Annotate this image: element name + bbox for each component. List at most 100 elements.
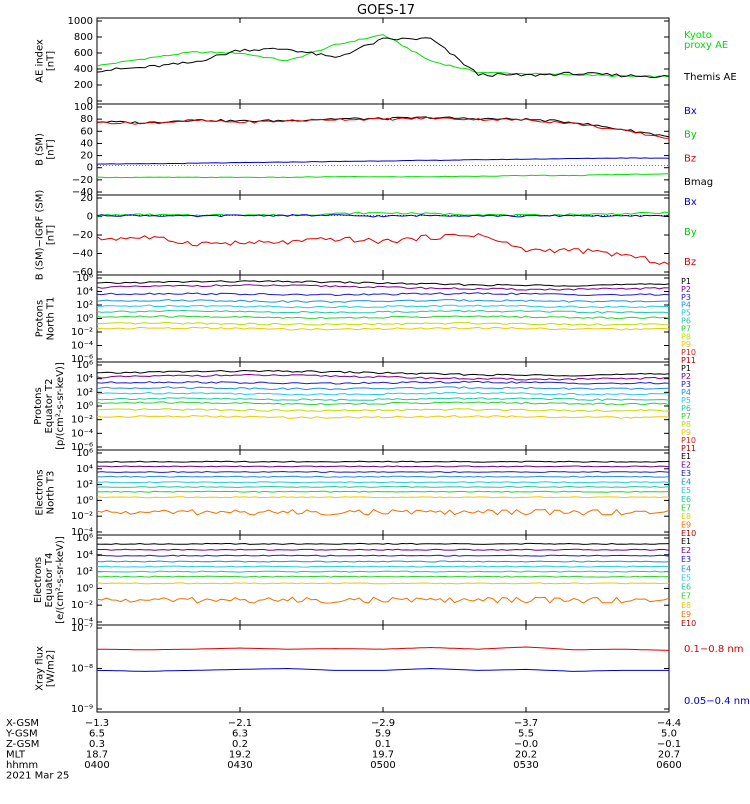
legend-entry: E3 (681, 555, 691, 564)
legend-entry: 0.05−0.4 nm (684, 696, 750, 707)
x-axis-value: 0500 (370, 760, 395, 771)
y-tick-label: −20 (72, 230, 93, 241)
x-axis-date: 2021 Mar 25 (6, 771, 69, 782)
y-tick-label: −40 (72, 187, 93, 198)
y-tick-label: 10² (76, 567, 93, 578)
legend-entry: 0.1−0.8 nm (684, 644, 743, 655)
y-tick-label: 0 (87, 96, 93, 107)
legend-entry: P2 (681, 285, 691, 294)
legend-entry: Bz (684, 153, 696, 164)
legend-entry: E3 (681, 469, 691, 478)
legend-entry: P3 (681, 380, 691, 389)
panel-ylabel: AE index (35, 39, 46, 83)
legend-entry: E2 (681, 546, 691, 555)
legend-entry: E8 (681, 601, 691, 610)
panel-frame (96, 534, 670, 626)
x-axis-value: 5.5 (518, 729, 534, 740)
panel-ylabel: [nT] (46, 225, 57, 245)
panel-en: Electrons North T310⁶10⁴10²10⁰10⁻²10⁻⁴E1E… (35, 448, 697, 538)
series-e5 (97, 565, 670, 568)
y-tick-label: 80 (80, 114, 93, 125)
series-p1 (96, 369, 670, 377)
y-tick-label: 10⁻⁴ (71, 617, 93, 628)
series-p3 (96, 292, 670, 297)
y-tick-label: 10² (76, 480, 93, 491)
legend-entry: E10 (681, 529, 696, 538)
legend-entry: P6 (681, 404, 691, 413)
y-tick-label: −40 (72, 249, 93, 260)
y-tick-label: 10² (76, 387, 93, 398)
legend-entry: P5 (681, 396, 691, 405)
legend-entry: P10 (681, 348, 696, 357)
series-xray-long (97, 646, 670, 651)
series-e9 (96, 596, 670, 604)
x-axis-value: 19.2 (229, 750, 251, 761)
panel-pe: Protons Equator T2 [p/(cm²-s-sr-keV)] 10⁶ 10… (33, 360, 696, 453)
series-bz (96, 233, 670, 266)
panel-bigrf: B (SM)−IGRF (SM) [nT] 20 0 −20 −40 −60 Bx By Bz (35, 190, 697, 281)
series-bx (96, 157, 670, 165)
panel-frame (96, 624, 670, 713)
series-p9 (96, 414, 670, 419)
series-e4 (96, 475, 670, 478)
x-axis-value: −3.7 (514, 718, 538, 729)
y-tick-label: 20 (80, 193, 93, 204)
legend-entry: P10 (681, 436, 696, 445)
y-tick-label: 600 (74, 48, 93, 59)
legend-entry: Kyoto (684, 30, 712, 41)
series-themis-ae (96, 37, 670, 79)
y-tick-label: 10⁻⁷ (71, 623, 93, 634)
panel-ylabel: Equator T4 (44, 553, 55, 608)
series-bz (96, 116, 670, 139)
legend-entry: E5 (681, 486, 691, 495)
panel-ylabel: [W/m2] (46, 650, 57, 687)
y-tick-label: 10⁻⁶ (71, 442, 93, 453)
x-axis-value: −0.1 (657, 739, 681, 750)
y-tick-label: 10⁰ (76, 314, 93, 325)
series-e7 (96, 490, 670, 493)
y-tick-label: 40 (80, 138, 93, 149)
series-e6 (96, 570, 670, 573)
series-e8 (96, 496, 670, 499)
y-tick-label: 200 (74, 80, 93, 91)
legend-entry: P3 (681, 293, 691, 302)
legend-entry: P7 (681, 412, 691, 421)
x-axis-row-label: Y-GSM (5, 729, 38, 740)
series-p4 (96, 386, 670, 391)
series-p2 (96, 373, 669, 381)
x-axis-value: −2.9 (371, 718, 395, 729)
series-e3 (96, 470, 670, 473)
series-e2 (97, 465, 670, 468)
legend-entry: E8 (681, 512, 691, 521)
x-axis-value: 5.9 (375, 729, 391, 740)
legend-entry: Bmag (684, 177, 713, 188)
y-tick-label: −20 (72, 175, 93, 186)
x-axis-value: 6.5 (89, 729, 105, 740)
panel-ylabel: Electrons (33, 557, 44, 603)
legend-entry: Themis AE (683, 72, 737, 83)
y-tick-label: 20 (80, 151, 93, 162)
panel-ylabel: [nT] (46, 139, 57, 159)
legend-entry: P1 (681, 364, 691, 373)
series-e5 (96, 481, 670, 484)
legend-entry: E6 (681, 495, 691, 504)
panel-ylabel: Electrons (35, 469, 46, 515)
panel-ylabel: [e/(cm²-s-sr-keV)] (55, 536, 66, 624)
legend-entry: P6 (681, 317, 691, 326)
panel-ylabel: North T1 (46, 297, 57, 341)
y-tick-label: 100 (74, 102, 93, 113)
panel-ylabel: [nT] (46, 51, 57, 71)
legend-entry: E5 (681, 573, 691, 582)
x-axis-value: 20.2 (515, 750, 537, 761)
legend-entry: E7 (681, 592, 691, 601)
x-axis-value: 0430 (227, 760, 252, 771)
panel-ylabel: North T3 (46, 471, 57, 515)
series-p9 (96, 326, 670, 331)
y-tick-label: 10⁶ (76, 360, 93, 371)
series-p3 (96, 380, 670, 385)
series-p5 (96, 304, 669, 309)
series-p6 (96, 309, 670, 314)
panel-xray: Xray flux [W/m2] 10⁻⁷ 10⁻⁸ 10⁻⁹ 0.1−0.8 nm 0.0… (35, 623, 750, 715)
legend-entry: P4 (681, 301, 691, 310)
